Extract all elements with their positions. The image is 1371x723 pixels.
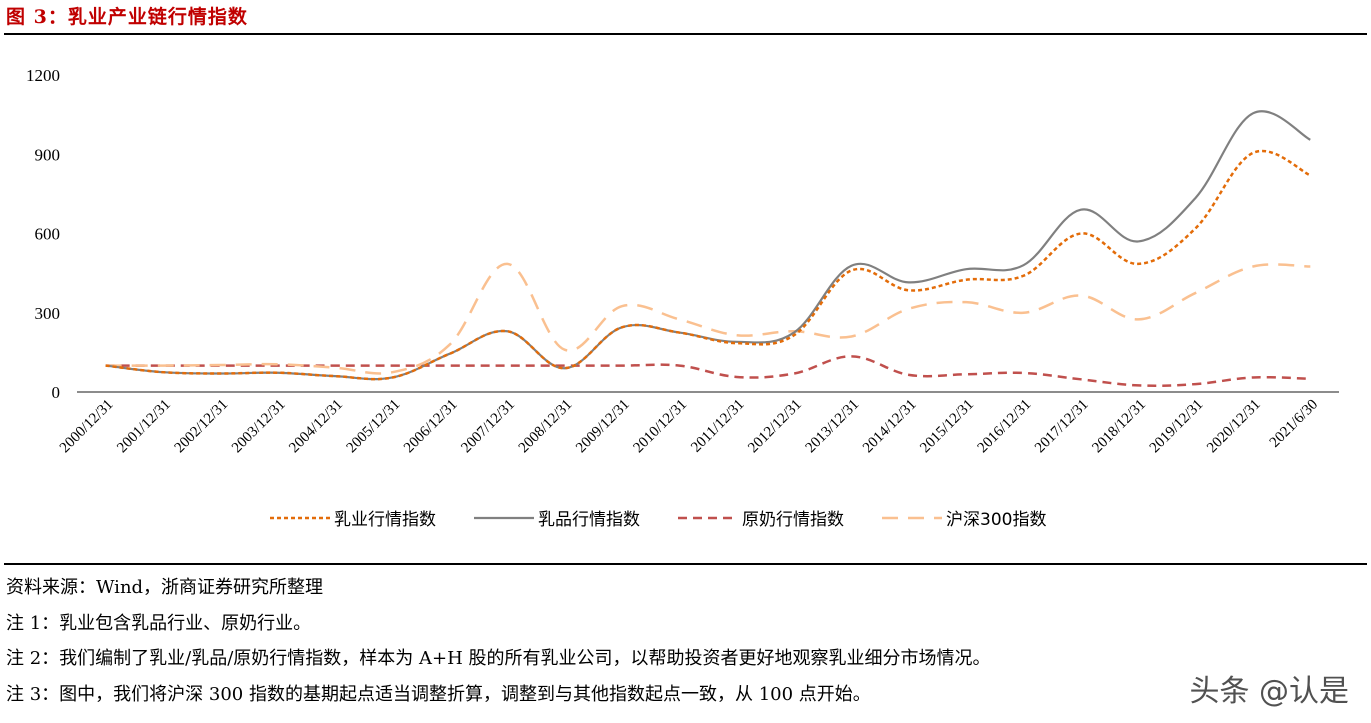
series-line: [105, 110, 1311, 381]
note-1: 注 1：乳业包含乳品行业、原奶行业。: [6, 612, 312, 634]
x-tick-label: 2018/12/31: [1089, 397, 1149, 457]
legend-swatch-icon: [678, 516, 738, 519]
x-tick-label: 2020/12/31: [1204, 397, 1264, 457]
legend-label: 原奶行情指数: [742, 510, 844, 530]
legend-label: 沪深300指数: [946, 510, 1047, 530]
watermark: 头条 @认是: [1189, 674, 1349, 709]
x-tick-label: 2017/12/31: [1032, 397, 1092, 457]
x-tick-label: 2001/12/31: [114, 397, 174, 457]
x-tick-label: 2013/12/31: [803, 397, 863, 457]
y-tick-label: 600: [35, 225, 61, 244]
legend-label: 乳业行情指数: [334, 510, 436, 530]
chart-legend: 乳业行情指数 乳品行情指数 原奶行情指数 沪深300指数: [270, 505, 1046, 530]
x-axis: 2000/12/312001/12/312002/12/312003/12/31…: [57, 397, 1321, 457]
x-tick-label: 2009/12/31: [573, 397, 633, 457]
legend-item: 乳业行情指数: [270, 505, 436, 530]
x-tick-label: 2021/6/30: [1267, 397, 1321, 451]
bottom-divider: [4, 563, 1367, 565]
x-tick-label: 2011/12/31: [688, 397, 747, 456]
x-tick-label: 2010/12/31: [631, 397, 691, 457]
series-group: [105, 110, 1311, 388]
series-line: [105, 355, 1311, 388]
series-line: [105, 262, 1311, 375]
legend-swatch-icon: [270, 516, 330, 519]
legend-label: 乳品行情指数: [538, 510, 640, 530]
source-note: 资料来源：Wind，浙商证券研究所整理: [6, 577, 324, 598]
x-tick-label: 2004/12/31: [286, 397, 346, 457]
top-divider: [4, 33, 1367, 35]
note-2: 注 2：我们编制了乳业/乳品/原奶行情指数，样本为 A+H 股的所有乳业公司，以…: [6, 648, 991, 669]
y-tick-label: 0: [52, 383, 61, 402]
figure-title: 图 3：乳业产业链行情指数: [6, 6, 248, 28]
legend-swatch-icon: [474, 516, 534, 519]
x-tick-label: 2019/12/31: [1147, 397, 1207, 457]
x-tick-label: 2012/12/31: [745, 397, 805, 457]
notes-block: 资料来源：Wind，浙商证券研究所整理 注 1：乳业包含乳品行业、原奶行业。 注…: [6, 570, 991, 712]
y-tick-label: 1200: [26, 66, 60, 85]
legend-item: 原奶行情指数: [678, 505, 844, 530]
note-3: 注 3：图中，我们将沪深 300 指数的基期起点适当调整折算，调整到与其他指数起…: [6, 683, 871, 705]
line-chart: 0 300 600 900 1200 2000/12/312001/12/312002/…: [26, 66, 1339, 457]
y-tick-label: 900: [35, 145, 61, 164]
x-tick-label: 2005/12/31: [344, 397, 404, 457]
x-tick-label: 2007/12/31: [458, 397, 518, 457]
x-tick-label: 2015/12/31: [917, 397, 977, 457]
legend-item: 乳品行情指数: [474, 505, 640, 530]
x-tick-label: 2002/12/31: [172, 397, 232, 457]
y-tick-label: 300: [35, 304, 61, 323]
x-tick-label: 2006/12/31: [401, 397, 461, 457]
legend-item: 沪深300指数: [882, 505, 1046, 530]
x-tick-label: 2016/12/31: [975, 397, 1035, 457]
x-tick-label: 2003/12/31: [229, 397, 289, 457]
legend-swatch-icon: [882, 516, 942, 519]
x-tick-label: 2014/12/31: [860, 397, 920, 457]
x-tick-label: 2000/12/31: [57, 397, 117, 457]
x-tick-label: 2008/12/31: [516, 397, 576, 457]
y-axis: 0 300 600 900 1200: [26, 66, 60, 402]
series-line: [105, 149, 1311, 381]
